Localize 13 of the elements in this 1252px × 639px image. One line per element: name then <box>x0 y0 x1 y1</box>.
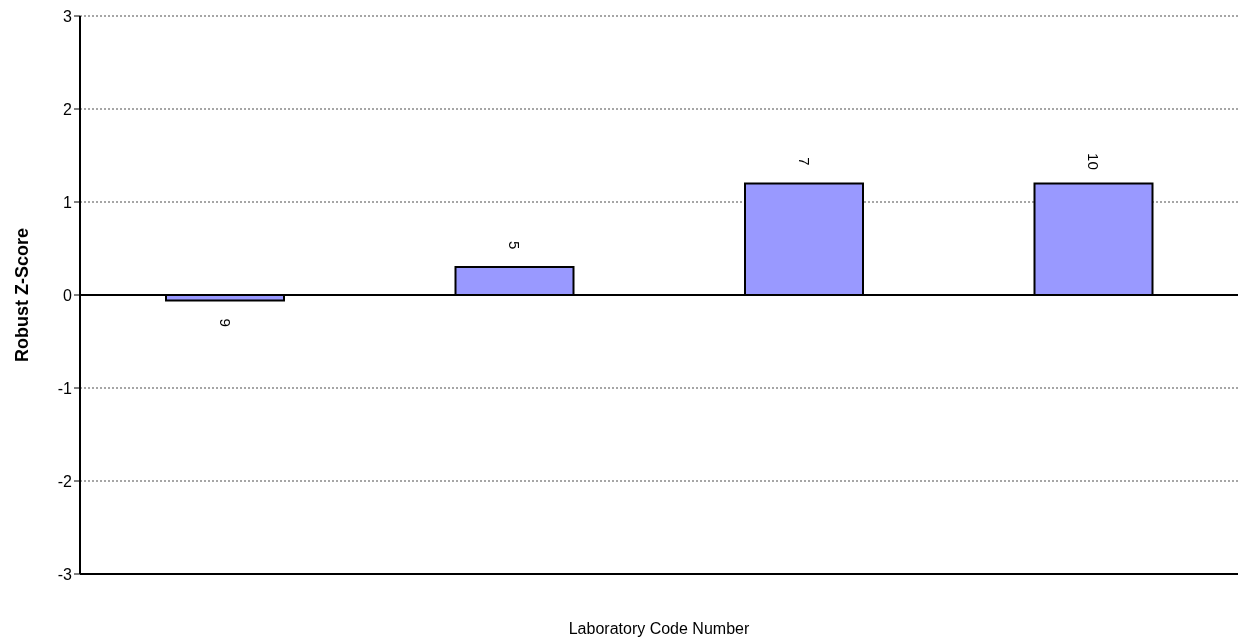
y-tick-label: -1 <box>57 379 73 397</box>
y-tick-label: 0 <box>63 286 73 304</box>
x-axis-title: Laboratory Code Number <box>568 620 750 637</box>
x-tick-label: 7 <box>795 157 813 166</box>
y-tick-label: -3 <box>57 565 73 583</box>
x-tick-label: 9 <box>216 318 234 327</box>
y-axis-title: Robust Z-Score <box>12 227 33 363</box>
y-tick-label: 1 <box>63 193 73 211</box>
x-tick-label: 10 <box>1085 153 1102 170</box>
y-tick-label: 3 <box>63 7 73 25</box>
y-tick-label: -2 <box>57 472 73 490</box>
y-tick-label: 2 <box>63 100 73 118</box>
x-tick-label: 5 <box>506 240 523 250</box>
